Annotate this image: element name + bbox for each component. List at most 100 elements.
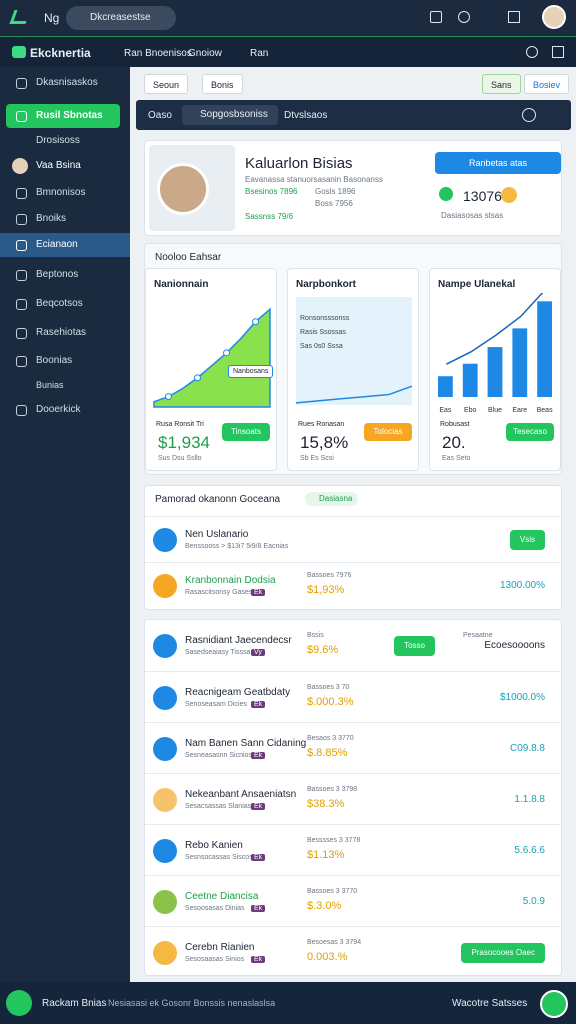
profile-line: Eavanassa stanuorsasanin Basonanss xyxy=(245,175,383,184)
list-row[interactable]: Cerebn Rianien Sesosaasas Sinios Ek Besoesa… xyxy=(145,926,561,977)
row-sub: Sasedseaiasy Tisssa xyxy=(185,648,251,656)
row-sub: Sesoosasas Dinias xyxy=(185,904,245,912)
bar xyxy=(537,301,552,397)
row-sub: Sesacsassas Slanias xyxy=(185,802,252,810)
list-row[interactable]: Nekeanbant Ansaeniatsn Sesacsassas Slania… xyxy=(145,773,561,824)
row-icon xyxy=(153,838,177,863)
row-right: $1000.0% xyxy=(499,691,545,703)
side-item[interactable]: Bnoiks xyxy=(6,207,120,231)
row-tag: Ek xyxy=(251,853,266,861)
profile-value: 13076 xyxy=(463,188,502,204)
side-label: Dkasnisaskos xyxy=(36,77,98,88)
side-item[interactable]: Drosisoss xyxy=(6,129,120,153)
filter[interactable]: Seoun xyxy=(144,74,189,94)
nav-link[interactable]: Ran xyxy=(250,48,269,59)
side-item[interactable]: Beqcotsos xyxy=(6,292,120,316)
card-button[interactable]: Tesecaso xyxy=(506,423,554,441)
icon[interactable] xyxy=(6,990,32,1016)
row-mid-value: $1,93% xyxy=(307,584,345,596)
icon[interactable] xyxy=(508,11,520,23)
row-right: Ecoesoooons xyxy=(484,639,545,651)
side-item[interactable]: Boonias xyxy=(6,349,120,373)
side-item[interactable]: Vaa Bsina xyxy=(6,154,120,178)
row-icon xyxy=(153,940,177,965)
row-title: Ceetne Diancisa xyxy=(185,890,259,902)
filter[interactable]: Bosiev xyxy=(524,74,570,94)
row-mid: Besssses 3 3778 xyxy=(307,836,361,844)
side-item[interactable]: Bunias xyxy=(6,373,120,397)
profile-caption: Dasiasosas stsas xyxy=(441,211,504,220)
row-top: Pesaatne xyxy=(463,631,493,639)
bar-label: Eare xyxy=(512,407,527,413)
row-button[interactable]: Vsis xyxy=(509,530,545,550)
toolbar-item[interactable]: Dtvslsaos xyxy=(284,110,328,121)
card-button[interactable]: Tinsoats xyxy=(222,423,270,441)
bar xyxy=(438,376,453,397)
bar xyxy=(462,363,478,397)
side-label: Ecianaon xyxy=(36,239,78,250)
row-mid: Bassoes 3 3798 xyxy=(307,785,358,793)
nav-link[interactable]: Gnoiow xyxy=(188,48,222,59)
row-sub: Sesosaasas Sinios xyxy=(185,955,245,963)
stat: Bsesinos 7896 xyxy=(245,187,298,196)
brand: Ng xyxy=(44,11,60,25)
card-label: Rues Ronasan xyxy=(298,421,345,428)
icon[interactable] xyxy=(526,46,538,58)
list-row[interactable]: Rasnidiant Jaecendecsr Sasedseaiasy Tisss… xyxy=(145,620,561,671)
icon[interactable] xyxy=(540,990,568,1018)
nav-link[interactable]: Ran Bnoenisos xyxy=(124,48,192,59)
toolbar-item[interactable]: Oaso xyxy=(148,110,172,121)
icon[interactable] xyxy=(458,11,470,23)
profile-button[interactable]: Ranbetas atas xyxy=(435,152,561,174)
row-mid-value: $38.3% xyxy=(307,797,345,810)
list-row[interactable]: Rebo Kanien Sesnsocassas Siscos Ek Besssses… xyxy=(145,824,561,875)
badge[interactable]: Dasiasna xyxy=(305,492,359,506)
bar-label: Blue xyxy=(488,407,502,413)
row-icon xyxy=(153,736,177,761)
card-button[interactable]: Tolocias xyxy=(364,423,412,441)
side-item[interactable]: Beptonos xyxy=(6,263,120,287)
stat: Gosls 1896 xyxy=(315,187,356,196)
trend-line xyxy=(446,293,544,365)
filter[interactable]: Sans xyxy=(482,74,521,94)
side-label: Boonias xyxy=(36,355,73,366)
side-item-selected[interactable]: Ecianaon xyxy=(0,233,130,257)
side-item[interactable]: Dooerkick xyxy=(6,398,120,422)
toolbar-item[interactable]: Sopgosbsoniss xyxy=(182,105,278,125)
row-mid: Bassoes 3 70 xyxy=(307,683,350,691)
icon[interactable] xyxy=(552,46,564,58)
avatar[interactable] xyxy=(542,5,566,29)
row-title: Rasnidiant Jaecendecsr xyxy=(185,634,292,646)
search[interactable]: Dkcreasestse xyxy=(66,6,176,30)
side-item-active[interactable]: Rusil Sbnotas xyxy=(6,104,120,128)
card-title: Nampe Ulanekal xyxy=(438,279,516,290)
side-label: Bmnonisos xyxy=(36,187,86,198)
side-item[interactable]: Rasehiotas xyxy=(6,321,120,345)
list-row[interactable]: Ceetne Diancisa Sesoosasas Dinias Ek Bassoe… xyxy=(145,875,561,926)
side-label: Rusil Sbnotas xyxy=(36,110,103,121)
list-row[interactable]: Nam Banen Sann Cidaning Sesneasasnn Sicni… xyxy=(145,722,561,773)
side-label: Dooerkick xyxy=(36,404,81,415)
side-item[interactable]: Dkasnisaskos xyxy=(6,71,120,95)
row-button[interactable]: Prasocooes Oaec xyxy=(461,942,545,963)
row-mid: Bassoes 7976 xyxy=(307,572,352,579)
list-row[interactable]: Reacnigeam Geatbdaty Senoseasam Dicies Ek B… xyxy=(145,671,561,722)
card-title: Narpbonkort xyxy=(296,279,356,290)
point xyxy=(223,349,230,357)
section-title: Nooloo Eahsar xyxy=(155,252,222,263)
side-label: Bunias xyxy=(36,380,64,390)
icon[interactable] xyxy=(430,11,442,23)
side-label: Beqcotsos xyxy=(36,298,83,309)
footer-link[interactable]: Wacotre Satsses xyxy=(452,998,528,1009)
footer-brand: Rackam Bnias xyxy=(42,998,107,1009)
row-button[interactable]: Tosso xyxy=(394,635,435,656)
row-icon xyxy=(153,787,177,812)
footer-search[interactable]: Nesiasasi ek Gosonr Bonssis nenaslaslsa xyxy=(108,998,276,1008)
icon[interactable] xyxy=(522,108,536,122)
filter[interactable]: Bonis xyxy=(202,74,243,94)
side-item[interactable]: Bmnonisos xyxy=(6,181,120,205)
list-row[interactable]: Nen Uslanario Benssooss > $13i7 5i9/8 Eac… xyxy=(145,516,561,562)
list-row[interactable]: Kranbonnain Dodsia Rasascitsonsy Gasesas E… xyxy=(145,562,561,608)
card-title: Nanionnain xyxy=(154,279,209,290)
metric-card: Nampe Ulanekal Eas Ebo Blue Eare Beas Robusast… xyxy=(429,268,561,471)
